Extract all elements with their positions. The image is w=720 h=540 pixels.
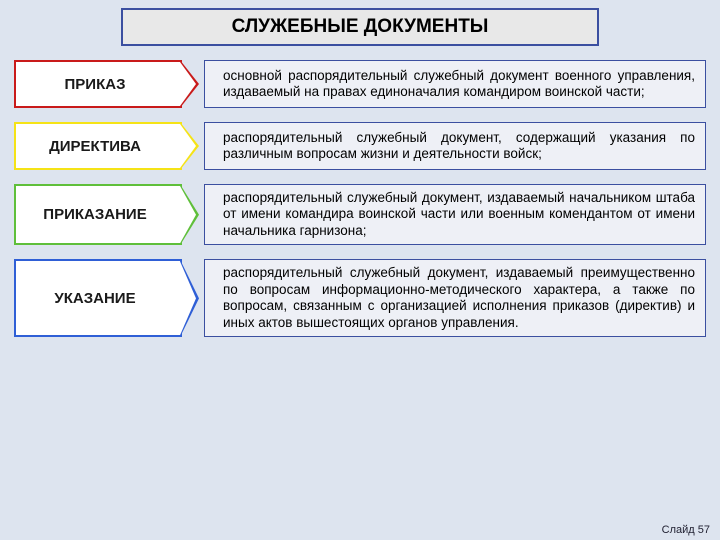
item-desc-text: основной распорядительный служебный доку… [223, 68, 695, 101]
item-row: ДИРЕКТИВА распорядительный служебный док… [14, 122, 706, 170]
item-row: УКАЗАНИЕ распорядительный служебный доку… [14, 259, 706, 337]
item-label-prikaz: ПРИКАЗ [14, 60, 182, 108]
item-label-text: ПРИКАЗАНИЕ [43, 206, 146, 223]
item-label-prikazanie: ПРИКАЗАНИЕ [14, 184, 182, 245]
item-row: ПРИКАЗАНИЕ распорядительный служебный до… [14, 184, 706, 245]
item-desc: распорядительный служебный документ, изд… [204, 259, 706, 337]
slide-title: СЛУЖЕБНЫЕ ДОКУМЕНТЫ [121, 8, 600, 46]
item-label-text: ПРИКАЗ [65, 76, 126, 93]
slide-background: СЛУЖЕБНЫЕ ДОКУМЕНТЫ ПРИКАЗ основной расп… [0, 0, 720, 540]
items-container: ПРИКАЗ основной распорядительный служебн… [8, 60, 712, 337]
item-desc: распорядительный служебный документ, изд… [204, 184, 706, 245]
item-label-ukazanie: УКАЗАНИЕ [14, 259, 182, 337]
item-label-text: УКАЗАНИЕ [54, 290, 135, 307]
item-label-text: ДИРЕКТИВА [49, 138, 141, 155]
item-label-direktiva: ДИРЕКТИВА [14, 122, 182, 170]
item-desc-text: распорядительный служебный документ, изд… [223, 265, 695, 331]
item-desc-text: распорядительный служебный документ, сод… [223, 130, 695, 163]
item-desc-text: распорядительный служебный документ, изд… [223, 190, 695, 239]
item-row: ПРИКАЗ основной распорядительный служебн… [14, 60, 706, 108]
slide-number: Слайд 57 [662, 524, 710, 536]
item-desc: основной распорядительный служебный доку… [204, 60, 706, 108]
item-desc: распорядительный служебный документ, сод… [204, 122, 706, 170]
